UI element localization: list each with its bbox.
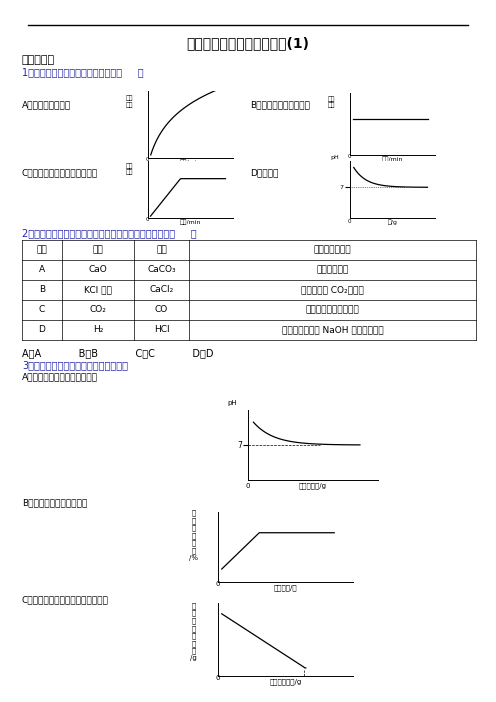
X-axis label: 生石灰的质量/g: 生石灰的质量/g	[269, 679, 302, 685]
Text: D: D	[39, 326, 46, 334]
Text: 0: 0	[146, 217, 149, 223]
Text: CO₂: CO₂	[90, 305, 107, 314]
Y-axis label: pH: pH	[228, 401, 237, 406]
X-axis label: 放置时间/天: 放置时间/天	[274, 585, 297, 591]
Text: C．向饱和石灰水中加入少量生石灰: C．向饱和石灰水中加入少量生石灰	[22, 595, 109, 604]
Text: 高温充分锻烧: 高温充分锻烧	[316, 265, 349, 274]
Text: CO: CO	[155, 305, 168, 314]
Text: 0: 0	[215, 675, 220, 681]
Text: 选项: 选项	[37, 246, 48, 255]
Text: 1．下列有关图像的描述，正确的是（     ）: 1．下列有关图像的描述，正确的是（ ）	[22, 67, 144, 77]
Text: 0: 0	[348, 219, 351, 225]
Text: 2．除去物质中的少量杂质，下列方法不能达到目的的是（     ）: 2．除去物质中的少量杂质，下列方法不能达到目的的是（ ）	[22, 228, 196, 238]
X-axis label: 时间/min: 时间/min	[382, 157, 403, 162]
Text: CaO: CaO	[89, 265, 107, 274]
Y-axis label: 固体
质量: 固体 质量	[327, 96, 335, 109]
Text: 除去杂质的方法: 除去杂质的方法	[313, 246, 351, 255]
Text: 0: 0	[215, 581, 220, 587]
Y-axis label: 溶
液
中
溶
质
质
量
/g: 溶 液 中 溶 质 质 量 /g	[190, 602, 197, 661]
Text: HCl: HCl	[154, 326, 169, 334]
Text: A．向氪氧化钓溶液中加水稿释: A．向氪氧化钓溶液中加水稿释	[22, 372, 98, 381]
Text: 依次通过足量的 NaOH 溶液和浓硫酸: 依次通过足量的 NaOH 溶液和浓硫酸	[282, 326, 383, 334]
Text: H₂: H₂	[93, 326, 103, 334]
Text: A．加水稿释浓盐酸: A．加水稿释浓盐酸	[22, 100, 71, 109]
X-axis label: 时间/min: 时间/min	[180, 220, 201, 225]
Y-axis label: 溶
质
质
量
分
数
/%: 溶 质 质 量 分 数 /%	[189, 510, 198, 561]
Text: 杂质: 杂质	[156, 246, 167, 255]
Text: B．点燃一定质量的镁带: B．点燃一定质量的镁带	[250, 100, 310, 109]
Y-axis label: pH: pH	[330, 155, 339, 160]
Y-axis label: 气气
速率: 气气 速率	[125, 163, 133, 176]
Text: 物质: 物质	[93, 246, 103, 255]
Text: 0: 0	[348, 154, 351, 159]
Text: B．浓硫酸口放置一段时间: B．浓硫酸口放置一段时间	[22, 498, 87, 507]
Text: 新学高一分班考试化学试卷(1): 新学高一分班考试化学试卷(1)	[186, 36, 310, 50]
Text: 一、选择题: 一、选择题	[22, 55, 55, 65]
Y-axis label: 分子
数目: 分子 数目	[125, 95, 133, 107]
Text: KCl 溶液: KCl 溶液	[84, 286, 112, 295]
X-axis label: 水/g: 水/g	[387, 220, 397, 225]
Text: 通过足量的灸热氧化铜: 通过足量的灸热氧化铜	[306, 305, 360, 314]
X-axis label: 加水的质量/g: 加水的质量/g	[299, 483, 327, 489]
Text: CaCO₃: CaCO₃	[147, 265, 176, 274]
X-axis label: 时间/min: 时间/min	[180, 159, 201, 165]
Text: D．电解水: D．电解水	[250, 168, 278, 177]
Text: A: A	[39, 265, 45, 274]
Text: CaCl₂: CaCl₂	[149, 286, 174, 295]
Text: 0: 0	[146, 157, 149, 162]
Text: B: B	[39, 286, 45, 295]
Text: A．A            B．B            C．C            D．D: A．A B．B C．C D．D	[22, 348, 213, 358]
Text: 通入足量的 CO₂，过滤: 通入足量的 CO₂，过滤	[301, 286, 364, 295]
Text: 0: 0	[246, 482, 250, 489]
Text: C．一定质量锤粒放入稿硫酸中: C．一定质量锤粒放入稿硫酸中	[22, 168, 98, 177]
Text: C: C	[39, 305, 45, 314]
Text: 3．下列图像能正确反映其对应关系的是: 3．下列图像能正确反映其对应关系的是	[22, 360, 128, 370]
